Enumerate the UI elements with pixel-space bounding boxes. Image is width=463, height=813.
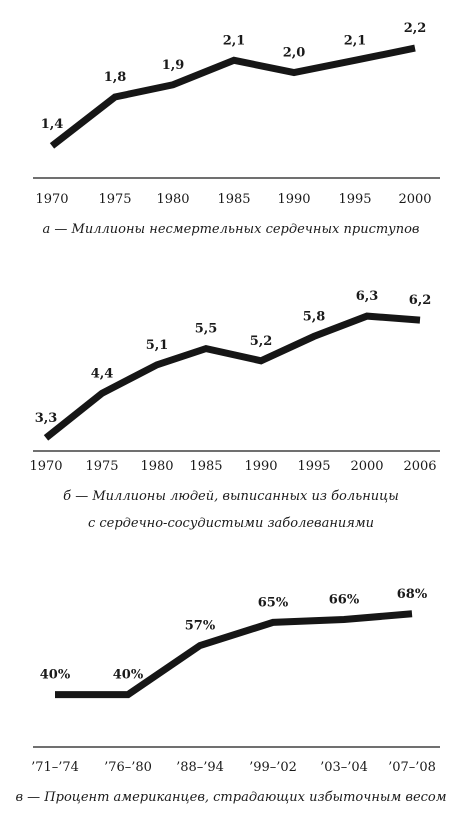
data-label: 68%: [397, 587, 428, 602]
data-label: 5,1: [146, 338, 169, 353]
x-tick-label: ’88–’94: [176, 760, 224, 775]
x-tick-label: 2000: [350, 459, 383, 474]
x-tick-label: 1985: [189, 459, 222, 474]
data-label: 6,3: [356, 289, 379, 304]
data-label: 3,3: [35, 411, 58, 426]
data-label: 1,8: [104, 70, 127, 85]
chart-caption: а — Миллионы несмертельных сердечных при…: [43, 222, 420, 237]
x-tick-label: 1990: [244, 459, 277, 474]
data-label: 2,1: [344, 33, 367, 48]
data-label: 57%: [185, 619, 216, 634]
x-tick-label: ’99–’02: [249, 760, 297, 775]
panel-heart-attacks: 1,4 1,8 1,9 2,1 2,0 2,1 2,2 1970 1975 1980 1985 199…: [33, 21, 440, 237]
x-tick-label: 1975: [85, 459, 118, 474]
x-tick-label: 1980: [140, 459, 173, 474]
data-label: 2,2: [404, 21, 427, 36]
x-tick-label: 2006: [403, 459, 436, 474]
x-tick-label: ’07–’08: [388, 760, 436, 775]
x-tick-label: 1980: [156, 192, 189, 207]
data-label: 2,1: [223, 33, 246, 48]
series-line: [49, 44, 416, 149]
x-tick-label: 1990: [277, 192, 310, 207]
x-tick-label: 1985: [217, 192, 250, 207]
x-tick-label: ’76–’80: [104, 760, 152, 775]
data-label: 5,8: [303, 309, 326, 324]
x-tick-label: ’71–’74: [31, 760, 79, 775]
x-tick-label: 1995: [297, 459, 330, 474]
series-line: [55, 610, 413, 699]
x-tick-label: 2000: [398, 192, 431, 207]
data-label: 2,0: [283, 46, 306, 61]
data-label: 4,4: [91, 366, 114, 381]
data-label: 66%: [329, 593, 360, 608]
data-label: 5,5: [195, 322, 218, 337]
x-tick-label: 1970: [35, 192, 68, 207]
data-label: 65%: [258, 595, 289, 610]
data-label: 6,2: [409, 293, 432, 308]
data-label: 1,4: [41, 117, 64, 132]
series-line: [43, 312, 421, 441]
chart-caption: б — Миллионы людей, выписанных из больни…: [63, 489, 399, 504]
data-label: 40%: [113, 668, 144, 683]
x-tick-label: 1970: [29, 459, 62, 474]
chart-caption: с сердечно-сосудистыми заболеваниями: [88, 516, 374, 531]
x-tick-label: 1995: [338, 192, 371, 207]
x-tick-label: ’03–’04: [320, 760, 368, 775]
chart-caption: в — Процент американцев, страдающих избы…: [15, 790, 446, 805]
data-label: 5,2: [250, 334, 273, 349]
data-label: 40%: [40, 668, 71, 683]
panel-hospital-discharges: 3,3 4,4 5,1 5,5 5,2 5,8 6,3 6,2 1970 1975 1980 1985…: [29, 289, 440, 531]
x-tick-label: 1975: [98, 192, 131, 207]
data-label: 1,9: [162, 58, 185, 73]
panel-overweight-percent: 40% 40% 57% 65% 66% 68% ’71–’74 ’76–’80 ’88–’94 ’…: [15, 587, 446, 805]
